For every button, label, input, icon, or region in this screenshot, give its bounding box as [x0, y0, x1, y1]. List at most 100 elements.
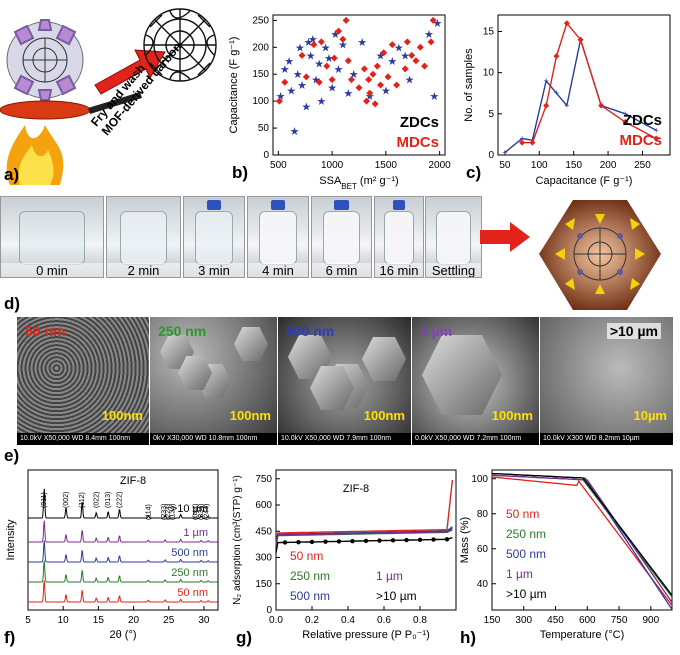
photo-caption: Settling [426, 263, 481, 277]
legend-entry: 1 µm [376, 569, 403, 583]
point-zdc: ★ [330, 29, 340, 41]
point-zdc: ★ [381, 85, 391, 97]
peak-label: (222) [116, 492, 123, 508]
panel-label-a: a) [4, 165, 20, 184]
legend-entry: 50 nm [290, 549, 323, 563]
point-mdc [342, 16, 350, 24]
x-tick-label: 750 [611, 615, 628, 626]
legend-mdc: MDCs [619, 132, 662, 149]
panel-label-h: h) [460, 628, 477, 647]
x-tick-label: 0.8 [413, 615, 427, 626]
point-zdc: ★ [306, 50, 316, 62]
point-zdc: ★ [290, 126, 300, 138]
bottle [435, 211, 472, 265]
point-zdc: ★ [314, 58, 324, 70]
x-tick-label: 450 [547, 615, 564, 626]
peak-label: (244) [204, 504, 211, 520]
point-mdc [330, 54, 338, 62]
scale-bar-label: 100nm [363, 408, 405, 423]
isotherm-trace [275, 480, 454, 545]
y-tick-label: 15 [483, 26, 495, 37]
point-zdc: ★ [357, 37, 367, 49]
sem-size-label: >10 µm [606, 323, 661, 339]
peak-label: (233) [161, 504, 168, 520]
marker [563, 20, 570, 27]
peak-label: (022) [93, 492, 100, 508]
point-mdc [339, 35, 347, 43]
legend-zdc: ZDCs [400, 114, 439, 131]
x-tick-label: 10 [58, 615, 70, 626]
marker [622, 119, 629, 126]
series-label: >10 µm [171, 503, 208, 515]
point-zdc: ★ [311, 75, 321, 87]
point-zdc: ★ [334, 64, 344, 76]
panel-label-b: b) [232, 163, 249, 182]
point-zdc: ★ [424, 29, 434, 41]
x-tick-label: 600 [579, 615, 596, 626]
right-arrow-icon [480, 222, 530, 252]
series-line [504, 36, 657, 154]
legend-entry: 500 nm [290, 589, 330, 603]
marker: + [519, 134, 524, 144]
peak-label: (011) [41, 492, 48, 508]
scale-bar-label: 100nm [101, 408, 143, 423]
point-mdc [373, 62, 381, 70]
bottle [194, 211, 234, 265]
bottle [258, 211, 298, 265]
y-axis-label: No. of samples [463, 48, 475, 122]
x-tick-label: 0.4 [341, 615, 355, 626]
marker [282, 540, 288, 545]
xrd-trace [28, 488, 218, 519]
y-tick-label: 250 [252, 15, 269, 26]
point-zdc: ★ [286, 85, 296, 97]
marker [598, 102, 605, 109]
point-mdc [323, 62, 331, 70]
legend-entry: 50 nm [506, 507, 539, 521]
marker [377, 538, 382, 543]
sem-info: 10.0kV X50,000 WD 7.9mm 100nm [278, 433, 411, 445]
x-tick-label: 200 [600, 160, 617, 171]
marker [336, 539, 342, 544]
point-mdc [401, 65, 409, 73]
point-zdc: ★ [394, 42, 404, 54]
y-tick-label: 50 [258, 123, 270, 134]
bottle-cap [393, 200, 405, 210]
y-axis-label: N₂ adsorption (cm³(STP) g⁻¹) [232, 475, 243, 605]
sem-image-0: 50 nm 100nm 10.0kV X50,000 WD 8.4mm 100nm [17, 317, 149, 445]
x-axis-label: SSABET (m² g⁻¹) [319, 175, 398, 190]
photo-caption: 6 min [312, 263, 371, 277]
y-tick-label: 10 [483, 68, 495, 79]
photo-caption: 4 min [248, 263, 308, 277]
point-mdc [429, 16, 437, 24]
marker [404, 537, 409, 543]
crystal-shape [310, 366, 354, 410]
panel-label-f: f) [4, 628, 16, 647]
xrd-trace [28, 560, 218, 583]
point-mdc [344, 57, 352, 65]
y-tick-label: 200 [252, 42, 269, 53]
bottle [120, 211, 167, 265]
point-zdc: ★ [284, 56, 294, 68]
scale-bar-label: 100nm [229, 408, 271, 423]
x-tick-label: 0.6 [377, 615, 391, 626]
sem-image-4: >10 µm 10µm 10.0kV X300 WD 8.2mm 10µm [540, 317, 673, 445]
point-zdc: ★ [324, 53, 334, 65]
point-mdc [328, 76, 336, 84]
legend-entry: 1 µm [506, 567, 533, 581]
point-zdc: ★ [405, 75, 415, 87]
bottle-cap [334, 200, 349, 210]
peak-label: (044) [192, 504, 199, 520]
marker [577, 36, 584, 43]
point-mdc [363, 97, 371, 105]
photo-caption: 2 min [107, 263, 180, 277]
point-mdc [365, 76, 373, 84]
crystal-shape [362, 337, 406, 381]
y-tick-label: 600 [255, 500, 272, 511]
y-tick-label: 750 [255, 474, 272, 485]
y-axis-label: Mass (%) [459, 517, 471, 563]
peak-label: (334) [198, 504, 205, 520]
marker: + [623, 109, 628, 119]
y-axis-label: Capacitance (F g⁻¹) [228, 37, 240, 134]
tga-trace [491, 472, 673, 596]
point-mdc [403, 38, 411, 46]
